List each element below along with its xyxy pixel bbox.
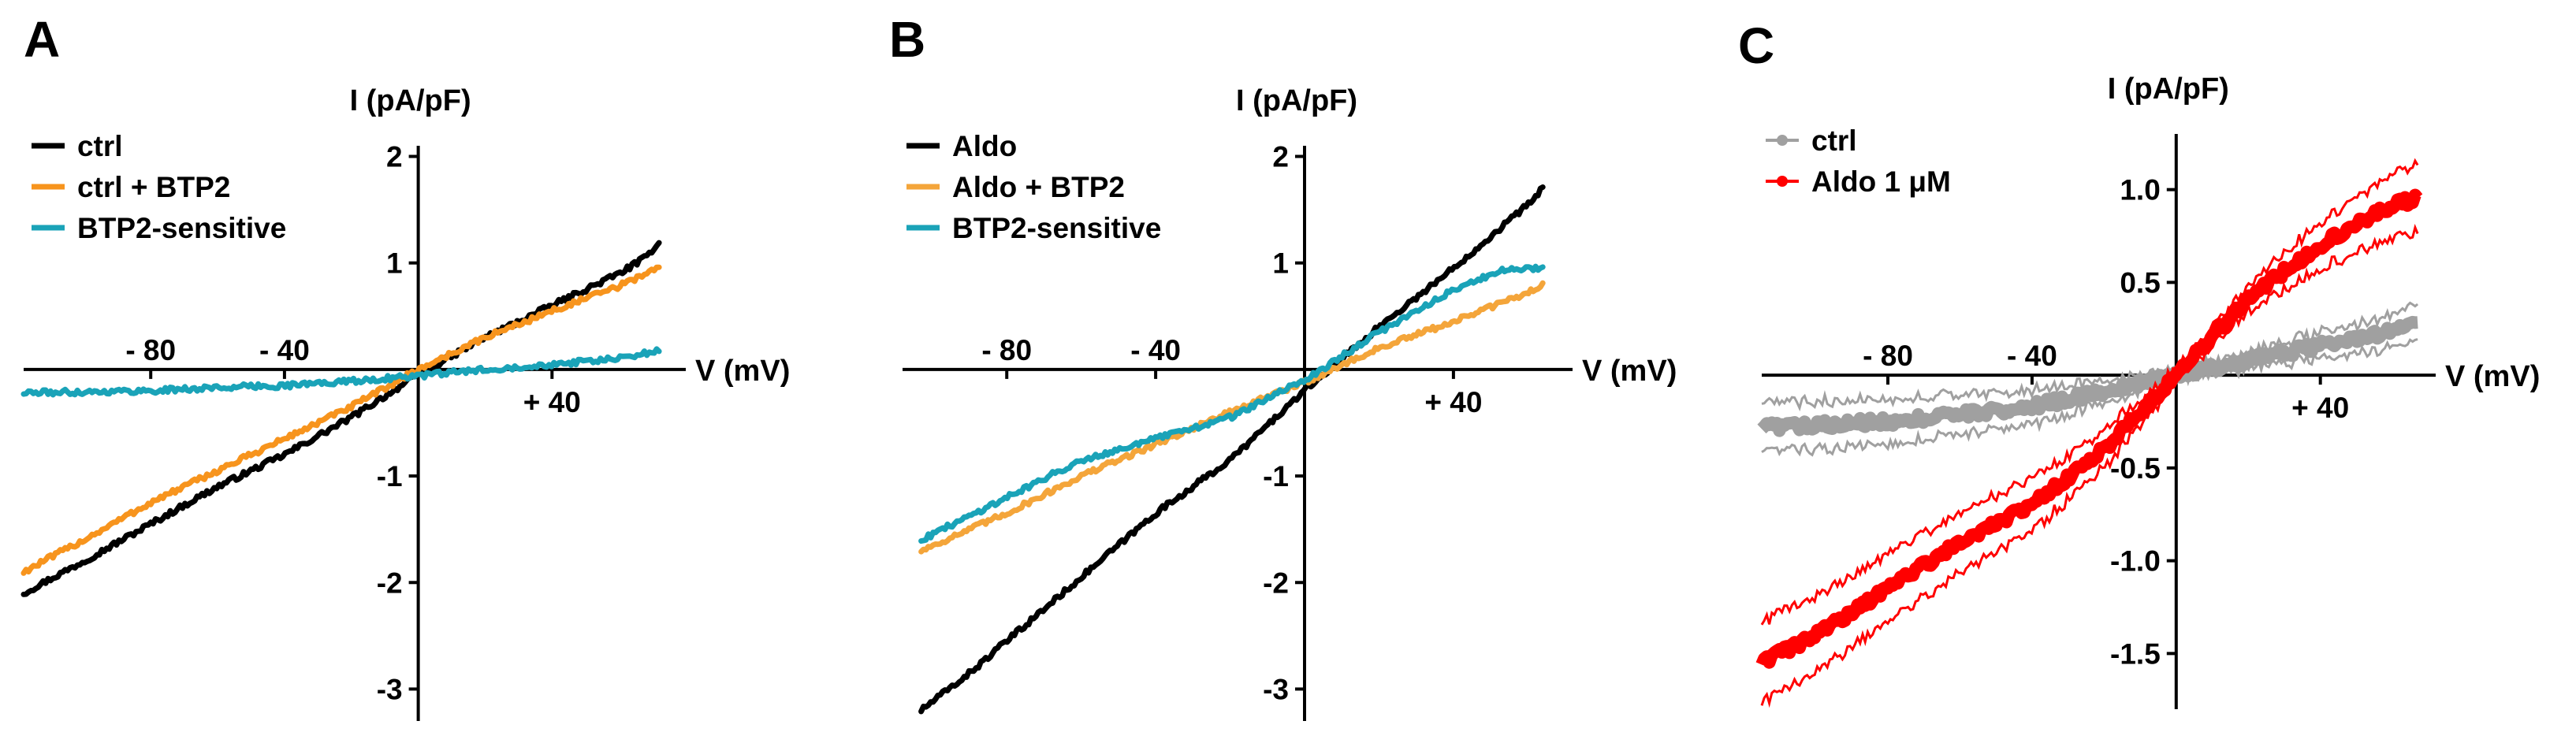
legend-label-b: Aldo [952,130,1017,162]
x-tick-label-c: - 80 [1863,340,1913,372]
ticks-b: - 80 - 40 + 40 2 1 -1 -2 -3 [981,141,1482,706]
x-tick-label-b: - 40 [1130,334,1181,366]
x-tick-label-b: - 80 [981,334,1032,366]
series-b-aldo [918,184,1546,715]
panel-a: A I (pA/pF) V (mV) - 80- 40+ 4021-1-2-3 … [20,11,790,721]
y-tick-label-c: -1.5 [2110,637,2161,670]
series-a-btp2-sensitive [20,346,662,398]
series-a [20,240,662,597]
y-tick-label-c: 1.0 [2120,174,2160,206]
x-tick-label-b: + 40 [1424,386,1482,418]
series-c-aldo-1-m-mean [1755,188,2423,669]
legend-c: ctrl Aldo 1 μM [1766,124,1951,198]
y-tick-label-c: -0.5 [2110,452,2161,485]
y-axis-title-b: I (pA/pF) [1236,84,1357,117]
legend-label-c: ctrl [1811,124,1857,157]
y-tick-label-b: -2 [1263,567,1289,599]
legend-marker-c [1777,176,1788,187]
series-c-ctrl-mean [1757,315,2422,437]
series-b-btp2-sensitive [918,263,1546,544]
panel-letter-c: C [1738,17,1774,74]
series-c-ctrl-lower-sem [1761,338,2418,457]
series-b [918,184,1546,715]
series-b-aldo-btp2 [918,280,1546,555]
legend-label-b: BTP2-sensitive [952,212,1161,244]
x-tick-label-c: - 40 [2007,340,2057,372]
y-tick-label-a: -2 [377,567,403,599]
legend-label-a: ctrl + BTP2 [77,171,230,203]
y-tick-label-b: 2 [1272,141,1289,173]
x-tick-label-a: - 80 [125,334,176,366]
x-tick-label-c: + 40 [2291,392,2349,424]
y-tick-label-a: 2 [386,141,403,173]
y-tick-label-b: -3 [1263,673,1289,705]
series-a-ctrl [20,240,662,597]
panel-letter-b: B [889,11,925,68]
y-tick-label-a: 1 [386,247,403,280]
series-a-ctrl-btp2 [20,264,662,576]
x-tick-label-a: - 40 [259,334,310,366]
y-tick-label-c: -1.0 [2110,545,2161,578]
legend-label-a: BTP2-sensitive [77,212,286,244]
x-axis-title-b: V (mV) [1582,355,1677,388]
legend-b: Aldo Aldo + BTP2 BTP2-sensitive [906,130,1161,244]
y-tick-label-b: -1 [1263,460,1289,492]
legend-a: ctrl ctrl + BTP2 BTP2-sensitive [32,130,286,244]
y-tick-label-c: 0.5 [2120,266,2160,299]
x-axis-title-a: V (mV) [695,355,790,388]
x-axis-title-c: V (mV) [2445,360,2540,393]
ticks-c: - 80 - 40 + 40 1.0 0.5 -0.5 -1.0 -1.5 [1863,174,2349,671]
panel-c: C I (pA/pF) V (mV) - 80 - 40 + 40 1.0 0.5 -0.… [1738,17,2540,709]
ticks-a: - 80 - 40 + 40 2 1 -1 -2 -3 [125,141,580,706]
panel-b: B I (pA/pF) V (mV) - 80- 40+ 4021-1-2-3 … [889,11,1677,721]
panel-letter-a: A [24,11,60,68]
y-tick-label-a: -1 [377,460,403,492]
legend-label-c: Aldo 1 μM [1811,165,1951,198]
series-c-aldo-1-m-lower-sem [1760,223,2419,708]
x-tick-label-a: + 40 [523,386,581,418]
legend-label-a: ctrl [77,130,123,162]
y-tick-label-b: 1 [1272,247,1289,280]
legend-marker-c [1777,135,1788,146]
y-tick-label-a: -3 [377,673,403,705]
y-axis-title-c: I (pA/pF) [2108,72,2229,106]
legend-label-b: Aldo + BTP2 [952,171,1125,203]
series-c [1755,158,2423,708]
y-axis-title-a: I (pA/pF) [350,84,471,117]
series-c-aldo-1-m-upper-sem [1760,158,2419,626]
